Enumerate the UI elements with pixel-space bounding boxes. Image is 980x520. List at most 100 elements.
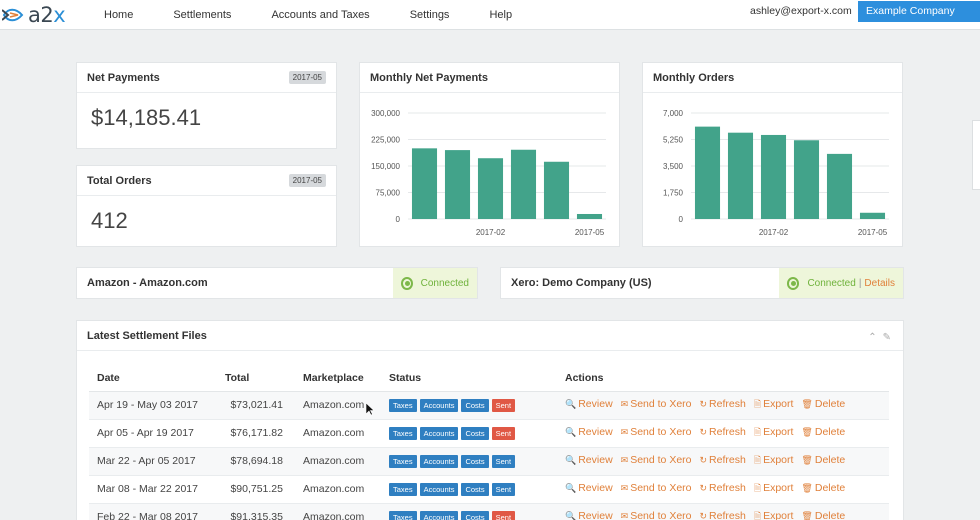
delete-button[interactable]: 🗑 Delete bbox=[801, 454, 846, 466]
nav-home[interactable]: Home bbox=[104, 9, 134, 21]
row-actions: 🔍 Review ✉ Send to Xero ↻ Refresh 🗎 Export 🗑 Dele… bbox=[557, 391, 889, 420]
amazon-connection-label: Amazon - Amazon.com bbox=[87, 277, 208, 289]
trash-icon: 🗑 bbox=[801, 427, 813, 437]
trash-icon: 🗑 bbox=[801, 511, 813, 520]
y-tick-label: 75,000 bbox=[376, 189, 401, 198]
x-tick-label: 2017-05 bbox=[575, 228, 605, 237]
amazon-status-text: Connected bbox=[420, 277, 469, 289]
sent-badge: Sent bbox=[491, 454, 516, 468]
net-payments-title: Net Payments bbox=[87, 71, 160, 84]
net-payments-value: $14,185.41 bbox=[91, 105, 202, 130]
envelope-icon: ✉ bbox=[620, 483, 629, 493]
xero-status-text: Connected bbox=[807, 277, 856, 289]
monthly-net-payments-panel: Monthly Net Payments 0 75,000 150,000 225,0… bbox=[359, 62, 620, 247]
y-tick-label: 3,500 bbox=[663, 162, 684, 171]
col-status: Status bbox=[381, 365, 557, 392]
export-button[interactable]: 🗎 Export bbox=[753, 510, 794, 520]
delete-button[interactable]: 🗑 Delete bbox=[801, 510, 846, 520]
refresh-icon: ↻ bbox=[699, 427, 708, 437]
review-button[interactable]: 🔍 Review bbox=[565, 426, 613, 438]
total-orders-title: Total Orders bbox=[87, 174, 152, 187]
nav-accounts-and-taxes[interactable]: Accounts and Taxes bbox=[271, 9, 370, 21]
envelope-icon: ✉ bbox=[620, 455, 629, 465]
send-to-xero-button[interactable]: ✉ Send to Xero bbox=[620, 454, 692, 466]
export-button[interactable]: 🗎 Export bbox=[753, 426, 794, 438]
row-total: $73,021.41 bbox=[217, 391, 295, 420]
logo-wordmark: a2x bbox=[28, 3, 66, 27]
side-scroll-tab[interactable] bbox=[972, 120, 980, 190]
file-icon: 🗎 bbox=[753, 483, 762, 493]
fish-logo-icon bbox=[2, 8, 24, 22]
row-status: Taxes Accounts Costs Sent bbox=[381, 475, 557, 504]
export-button[interactable]: 🗎 Export bbox=[753, 454, 794, 466]
x-tick-label: 2017-05 bbox=[858, 228, 888, 237]
costs-badge: Costs bbox=[461, 398, 489, 412]
review-button[interactable]: 🔍 Review bbox=[565, 454, 613, 466]
table-row: Mar 08 - Mar 22 2017 $90,751.25 Amazon.com… bbox=[89, 475, 889, 504]
row-marketplace: Amazon.com bbox=[295, 419, 381, 448]
sent-badge: Sent bbox=[491, 398, 516, 412]
refresh-button[interactable]: ↻ Refresh bbox=[699, 510, 746, 520]
latest-settlements-panel: Latest Settlement Files ⌃ ✎ Date Total M… bbox=[76, 320, 904, 520]
nav-settings[interactable]: Settings bbox=[409, 9, 450, 21]
latest-settlements-title: Latest Settlement Files bbox=[87, 329, 207, 342]
bar-2017-03 bbox=[793, 140, 820, 219]
a2x-logo[interactable]: a2x bbox=[2, 2, 66, 28]
taxes-badge: Taxes bbox=[389, 510, 417, 520]
col-marketplace: Marketplace bbox=[295, 365, 381, 392]
top-navbar: a2x Home Settlements Accounts and Taxes … bbox=[0, 0, 980, 30]
nav-settlements[interactable]: Settlements bbox=[173, 9, 232, 21]
trash-icon: 🗑 bbox=[801, 399, 813, 409]
delete-button[interactable]: 🗑 Delete bbox=[801, 398, 846, 410]
xero-details-link[interactable]: Details bbox=[864, 277, 895, 289]
company-selector-button[interactable]: Example Company bbox=[858, 1, 980, 22]
delete-button[interactable]: 🗑 Delete bbox=[801, 426, 846, 438]
net-payments-header: Net Payments 2017-05 bbox=[77, 63, 336, 93]
export-button[interactable]: 🗎 Export bbox=[753, 398, 794, 410]
amazon-connection-status: Connected bbox=[393, 268, 477, 298]
table-row: Apr 19 - May 03 2017 $73,021.41 Amazon.com… bbox=[89, 391, 889, 420]
net-payments-date-badge: 2017-05 bbox=[288, 71, 326, 84]
refresh-button[interactable]: ↻ Refresh bbox=[699, 398, 746, 410]
row-status: Taxes Accounts Costs Sent bbox=[381, 391, 557, 420]
review-button[interactable]: 🔍 Review bbox=[565, 482, 613, 494]
taxes-badge: Taxes bbox=[389, 398, 417, 412]
send-to-xero-button[interactable]: ✉ Send to Xero bbox=[620, 426, 692, 438]
accounts-badge: Accounts bbox=[419, 482, 459, 496]
user-email[interactable]: ashley@export-x.com bbox=[750, 5, 852, 17]
collapse-icon[interactable]: ⌃ bbox=[868, 332, 877, 343]
sent-badge: Sent bbox=[491, 510, 516, 520]
wrench-icon[interactable]: ✎ bbox=[882, 332, 891, 343]
refresh-button[interactable]: ↻ Refresh bbox=[699, 426, 746, 438]
costs-badge: Costs bbox=[461, 510, 489, 520]
review-button[interactable]: 🔍 Review bbox=[565, 510, 613, 520]
bar-2017-02 bbox=[477, 158, 504, 219]
bar-2017-01 bbox=[727, 132, 754, 219]
xero-connection-status: Connected | Details bbox=[779, 268, 903, 298]
sent-badge: Sent bbox=[491, 426, 516, 440]
bar-2016-12 bbox=[411, 148, 438, 219]
latest-settlements-header: Latest Settlement Files bbox=[77, 321, 903, 351]
file-icon: 🗎 bbox=[753, 455, 762, 465]
send-to-xero-button[interactable]: ✉ Send to Xero bbox=[620, 398, 692, 410]
row-date: Apr 05 - Apr 19 2017 bbox=[89, 419, 217, 448]
review-button[interactable]: 🔍 Review bbox=[565, 398, 613, 410]
xero-connection-label: Xero: Demo Company (US) bbox=[511, 277, 652, 289]
export-button[interactable]: 🗎 Export bbox=[753, 482, 794, 494]
bar-2017-05 bbox=[576, 213, 603, 219]
row-actions: 🔍 Review ✉ Send to Xero ↻ Refresh 🗎 Export 🗑 Dele… bbox=[557, 419, 889, 448]
refresh-button[interactable]: ↻ Refresh bbox=[699, 482, 746, 494]
connected-icon bbox=[787, 276, 800, 290]
refresh-button[interactable]: ↻ Refresh bbox=[699, 454, 746, 466]
send-to-xero-button[interactable]: ✉ Send to Xero bbox=[620, 482, 692, 494]
row-date: Mar 22 - Apr 05 2017 bbox=[89, 447, 217, 476]
taxes-badge: Taxes bbox=[389, 482, 417, 496]
mouse-cursor-icon bbox=[366, 403, 375, 416]
delete-button[interactable]: 🗑 Delete bbox=[801, 482, 846, 494]
envelope-icon: ✉ bbox=[620, 511, 629, 520]
monthly-net-payments-title: Monthly Net Payments bbox=[370, 71, 488, 84]
send-to-xero-button[interactable]: ✉ Send to Xero bbox=[620, 510, 692, 520]
nav-help[interactable]: Help bbox=[489, 9, 513, 21]
refresh-icon: ↻ bbox=[699, 511, 708, 520]
monthly-orders-chart: 0 1,750 3,500 5,250 7,000 2017-02 2017-05 bbox=[663, 109, 889, 237]
